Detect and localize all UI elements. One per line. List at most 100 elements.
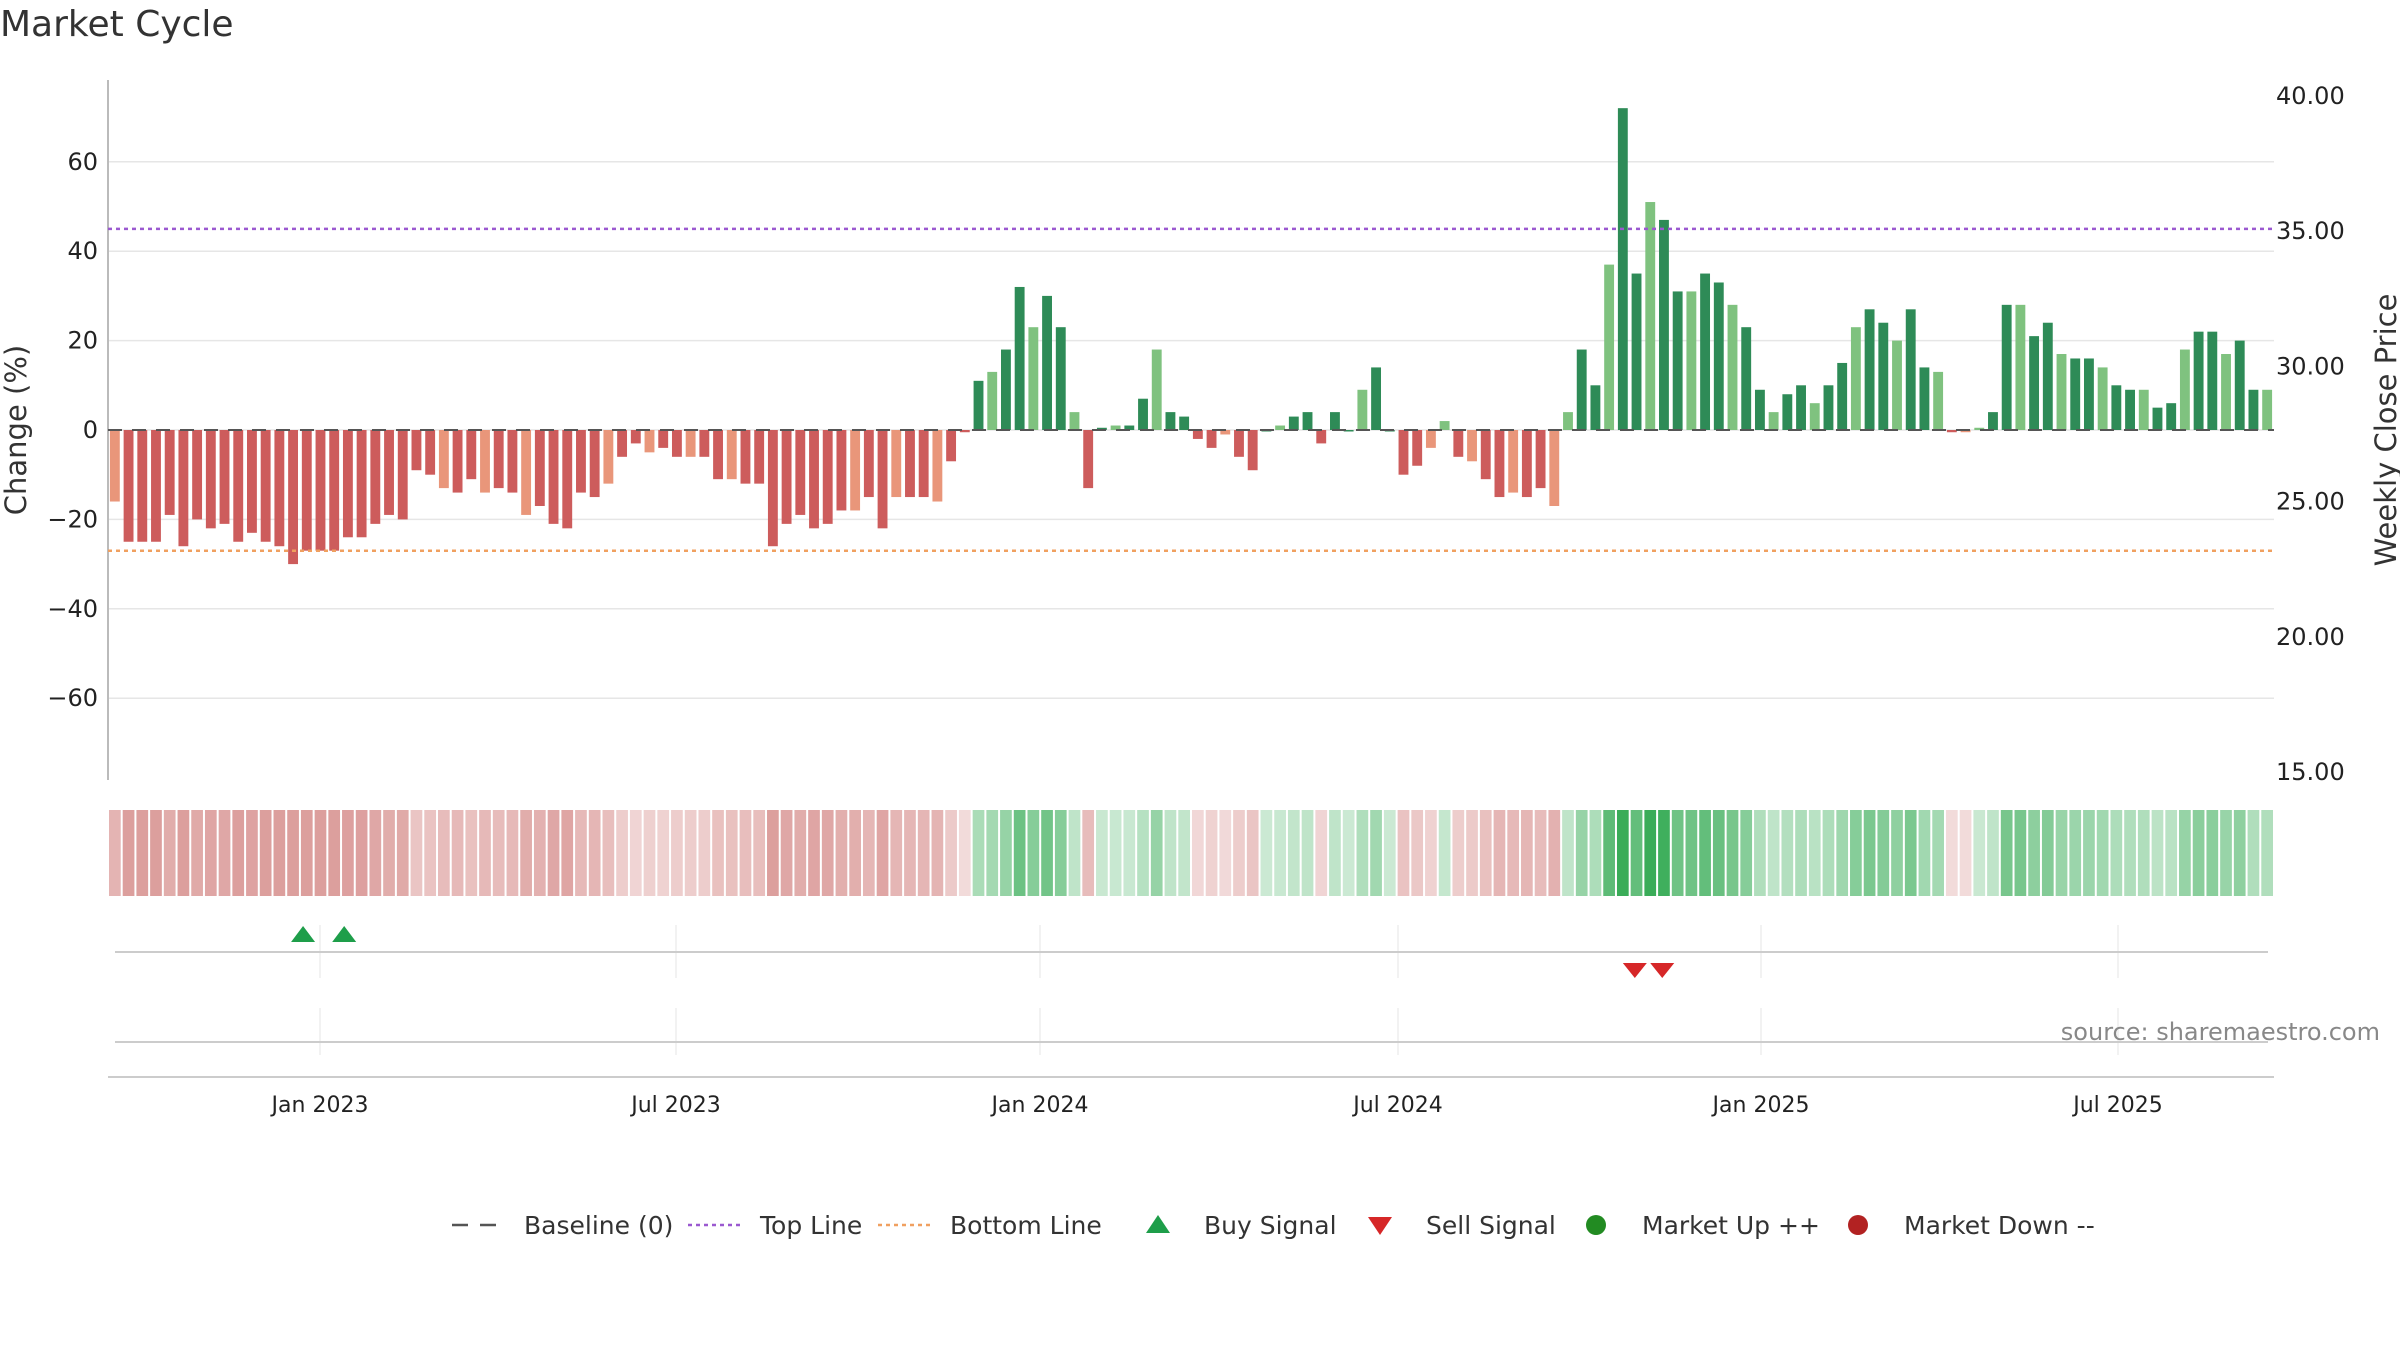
bar xyxy=(589,430,600,498)
heat-cell xyxy=(1109,810,1122,896)
heat-cell xyxy=(1192,810,1204,896)
heat-cell xyxy=(1616,810,1629,896)
heat-cell xyxy=(1054,810,1067,896)
heat-cell xyxy=(1987,810,1999,896)
y-axis-label-left: Change (%) xyxy=(0,345,33,515)
bar xyxy=(795,430,806,515)
bar xyxy=(2111,385,2122,430)
heat-cell xyxy=(314,810,327,896)
bar xyxy=(301,430,312,551)
left-tick-label: 0 xyxy=(83,416,98,444)
heat-cell xyxy=(1754,810,1766,896)
heat-cell xyxy=(753,810,766,896)
bar xyxy=(1275,425,1286,430)
bar xyxy=(1905,309,1916,430)
bar xyxy=(822,430,833,524)
bar xyxy=(1234,430,1244,457)
heat-cell xyxy=(671,810,683,896)
legend-label: Top Line xyxy=(759,1211,862,1240)
bar xyxy=(1617,108,1628,430)
heat-cell xyxy=(1630,810,1643,896)
bar xyxy=(247,430,257,533)
heat-cell xyxy=(2055,810,2068,896)
heat-cell xyxy=(150,810,162,896)
heat-cell xyxy=(561,810,574,896)
bar xyxy=(726,430,737,480)
heat-cell xyxy=(218,810,231,896)
date-tick-label: Jan 2023 xyxy=(270,1093,369,1118)
heat-cell xyxy=(1383,810,1396,896)
bar xyxy=(1083,430,1094,489)
bar xyxy=(973,380,984,430)
bar xyxy=(1096,427,1107,430)
bar xyxy=(617,430,628,457)
bar xyxy=(932,430,943,502)
heat-cell xyxy=(479,810,491,896)
bar xyxy=(260,430,271,542)
sell-signal-marker xyxy=(1622,963,1647,978)
bar xyxy=(1028,327,1039,430)
heat-cell xyxy=(1740,810,1753,896)
bar xyxy=(507,430,518,493)
right-tick-label: 30.00 xyxy=(2276,352,2345,380)
heat-cell xyxy=(424,810,437,896)
bar xyxy=(164,430,175,515)
heat-cell xyxy=(629,810,642,896)
bar xyxy=(1864,309,1875,430)
heat-cell xyxy=(547,810,560,896)
bar xyxy=(1371,367,1382,430)
bar xyxy=(192,430,203,520)
bar xyxy=(863,430,874,498)
bar xyxy=(1960,430,1971,433)
bar xyxy=(1288,416,1299,430)
heat-cell xyxy=(2110,810,2123,896)
heat-cell xyxy=(808,810,820,896)
bar xyxy=(754,430,765,484)
heat-cell xyxy=(890,810,903,896)
heat-cell xyxy=(1699,810,1711,896)
heat-cell xyxy=(122,810,135,896)
bar xyxy=(548,430,559,524)
bar xyxy=(2029,336,2040,430)
bar xyxy=(1700,273,1711,430)
bar xyxy=(699,430,710,457)
date-tick-label: Jul 2024 xyxy=(1351,1093,1443,1118)
heat-cell xyxy=(2247,810,2260,896)
heat-cell xyxy=(1932,810,1944,896)
right-tick-label: 20.00 xyxy=(2276,623,2345,651)
bar xyxy=(630,430,641,444)
bar xyxy=(644,430,655,453)
heat-cell xyxy=(1891,810,1903,896)
bar xyxy=(918,430,929,498)
bar xyxy=(603,430,614,484)
bar xyxy=(1425,430,1436,448)
bar xyxy=(836,430,847,511)
date-tick-label: Jan 2025 xyxy=(1711,1093,1810,1118)
bar xyxy=(1069,412,1080,430)
heat-cell xyxy=(1096,810,1108,896)
bar xyxy=(178,430,189,547)
heat-cell xyxy=(396,810,409,896)
bar xyxy=(329,430,340,551)
heat-cell xyxy=(355,810,368,896)
heat-cell xyxy=(1013,810,1026,896)
chart-title: Market Cycle xyxy=(0,4,234,45)
heat-cell xyxy=(1507,810,1520,896)
legend-triangle-down-icon xyxy=(1368,1217,1392,1235)
heat-cell xyxy=(300,810,313,896)
heat-cell xyxy=(1137,810,1149,896)
heat-cell xyxy=(588,810,601,896)
heat-cell xyxy=(1521,810,1533,896)
bar xyxy=(1933,371,1944,430)
bar xyxy=(288,430,299,565)
heat-cell xyxy=(1178,810,1190,896)
heat-cell xyxy=(1945,810,1958,896)
left-tick-label: 40 xyxy=(67,237,98,265)
heat-cell xyxy=(1246,810,1259,896)
bars-series xyxy=(109,108,2273,565)
heat-cell xyxy=(451,810,464,896)
heat-cell xyxy=(2000,810,2013,896)
bar xyxy=(1535,430,1546,489)
bar xyxy=(1330,412,1340,430)
